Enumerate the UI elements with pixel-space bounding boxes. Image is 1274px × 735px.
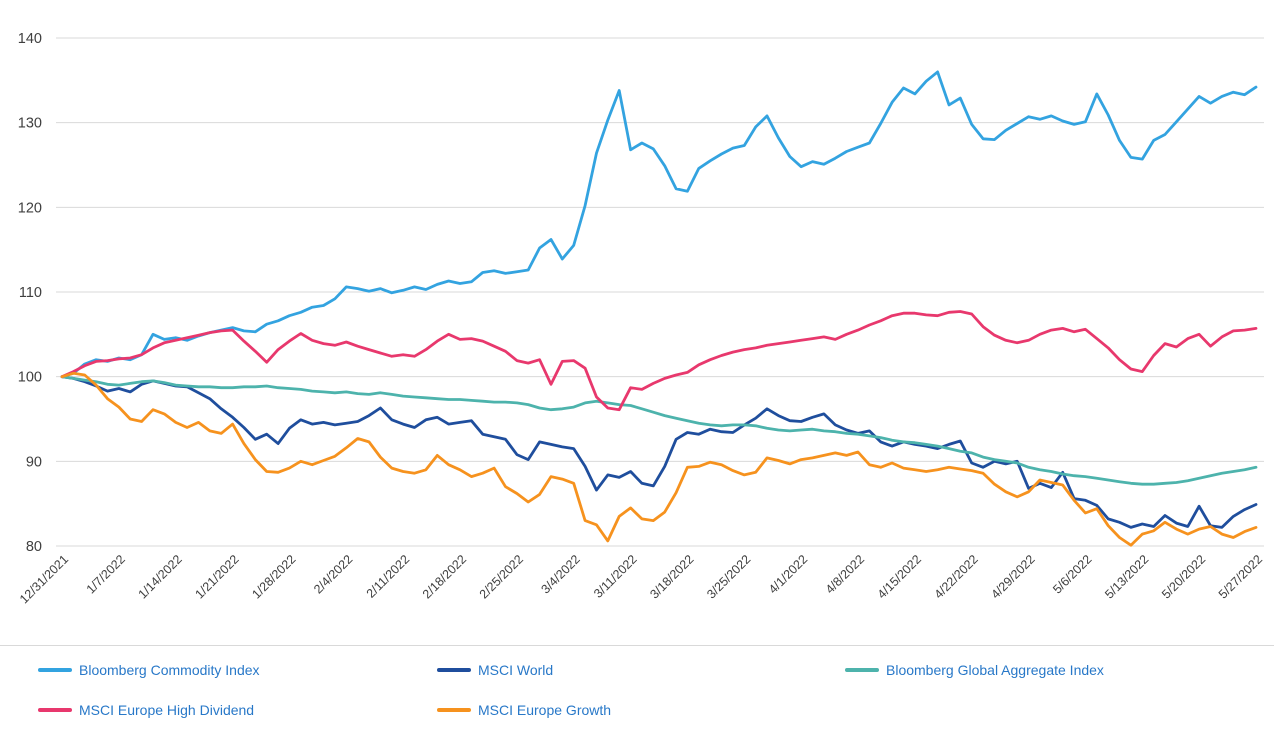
line-chart: 80 90 100 110 120 130 140 12/31/2021 1/7/2022 1/1… bbox=[17, 31, 1265, 606]
legend-item-bloomberg-commodity-index: Bloomberg Commodity Index bbox=[38, 662, 437, 678]
x-axis-tick-label: 4/1/2022 bbox=[766, 552, 810, 596]
legend-swatch bbox=[38, 668, 72, 672]
x-axis-tick-label: 5/6/2022 bbox=[1050, 552, 1094, 596]
legend-item-bloomberg-global-aggregate-index: Bloomberg Global Aggregate Index bbox=[845, 662, 1266, 678]
chart-legend: Bloomberg Commodity Index MSCI World Blo… bbox=[38, 650, 1266, 730]
legend-row-1: Bloomberg Commodity Index MSCI World Blo… bbox=[38, 650, 1266, 690]
x-axis-tick-label: 3/25/2022 bbox=[704, 552, 753, 601]
x-axis-tick-label: 3/11/2022 bbox=[591, 552, 640, 601]
x-axis-tick-label: 2/25/2022 bbox=[477, 552, 526, 601]
y-axis-tick-label: 90 bbox=[26, 454, 42, 470]
legend-item-msci-europe-high-dividend: MSCI Europe High Dividend bbox=[38, 702, 437, 718]
x-axis-tick-label: 5/27/2022 bbox=[1216, 552, 1265, 601]
y-axis-tick-label: 110 bbox=[19, 285, 42, 301]
legend-row-2: MSCI Europe High Dividend MSCI Europe Gr… bbox=[38, 690, 1266, 730]
legend-swatch bbox=[437, 708, 471, 712]
x-axis-tick-label: 1/21/2022 bbox=[192, 552, 241, 601]
series-line-0 bbox=[60, 70, 1258, 379]
x-axis-tick-label: 3/4/2022 bbox=[539, 552, 583, 596]
legend-label: Bloomberg Commodity Index bbox=[79, 662, 260, 678]
y-axis-tick-label: 120 bbox=[18, 200, 42, 216]
x-axis-tick-label: 5/13/2022 bbox=[1102, 552, 1151, 601]
x-axis-tick-label: 4/22/2022 bbox=[932, 552, 981, 601]
legend-item-msci-world: MSCI World bbox=[437, 662, 845, 678]
x-axis-tick-label: 2/18/2022 bbox=[420, 552, 469, 601]
x-axis-tick-label: 1/28/2022 bbox=[249, 552, 298, 601]
legend-label: MSCI Europe High Dividend bbox=[79, 702, 255, 718]
y-axis-tick-label: 130 bbox=[18, 116, 42, 132]
y-axis-tick-label: 140 bbox=[18, 31, 42, 47]
chart-bottom-border bbox=[0, 645, 1274, 646]
series-line-1 bbox=[60, 375, 1258, 529]
x-axis-tick-label: 1/14/2022 bbox=[136, 552, 185, 601]
x-axis-tick-label: 4/8/2022 bbox=[823, 552, 867, 596]
x-axis-tick-label: 1/7/2022 bbox=[84, 552, 128, 596]
x-axis-tick-label: 2/4/2022 bbox=[311, 552, 355, 596]
series-line-4 bbox=[60, 371, 1258, 547]
legend-swatch bbox=[437, 668, 471, 672]
legend-label: Bloomberg Global Aggregate Index bbox=[886, 662, 1104, 678]
x-axis-tick-label: 3/18/2022 bbox=[647, 552, 696, 601]
legend-swatch bbox=[38, 708, 72, 712]
series-line-3 bbox=[60, 310, 1258, 412]
legend-label: MSCI Europe Growth bbox=[478, 702, 612, 718]
y-axis-tick-label: 80 bbox=[26, 539, 42, 555]
legend-swatch bbox=[845, 668, 879, 672]
series-line-2 bbox=[60, 375, 1258, 486]
y-axis-tick-label: 100 bbox=[18, 370, 42, 386]
x-axis-tick-label: 4/29/2022 bbox=[988, 552, 1037, 601]
x-axis-tick-label: 4/15/2022 bbox=[875, 552, 924, 601]
legend-item-msci-europe-growth: MSCI Europe Growth bbox=[437, 702, 845, 718]
x-axis-tick-label: 2/11/2022 bbox=[364, 552, 413, 601]
x-axis-tick-label: 12/31/2021 bbox=[17, 552, 71, 606]
x-axis-tick-label: 5/20/2022 bbox=[1159, 552, 1208, 601]
legend-label: MSCI World bbox=[478, 662, 554, 678]
